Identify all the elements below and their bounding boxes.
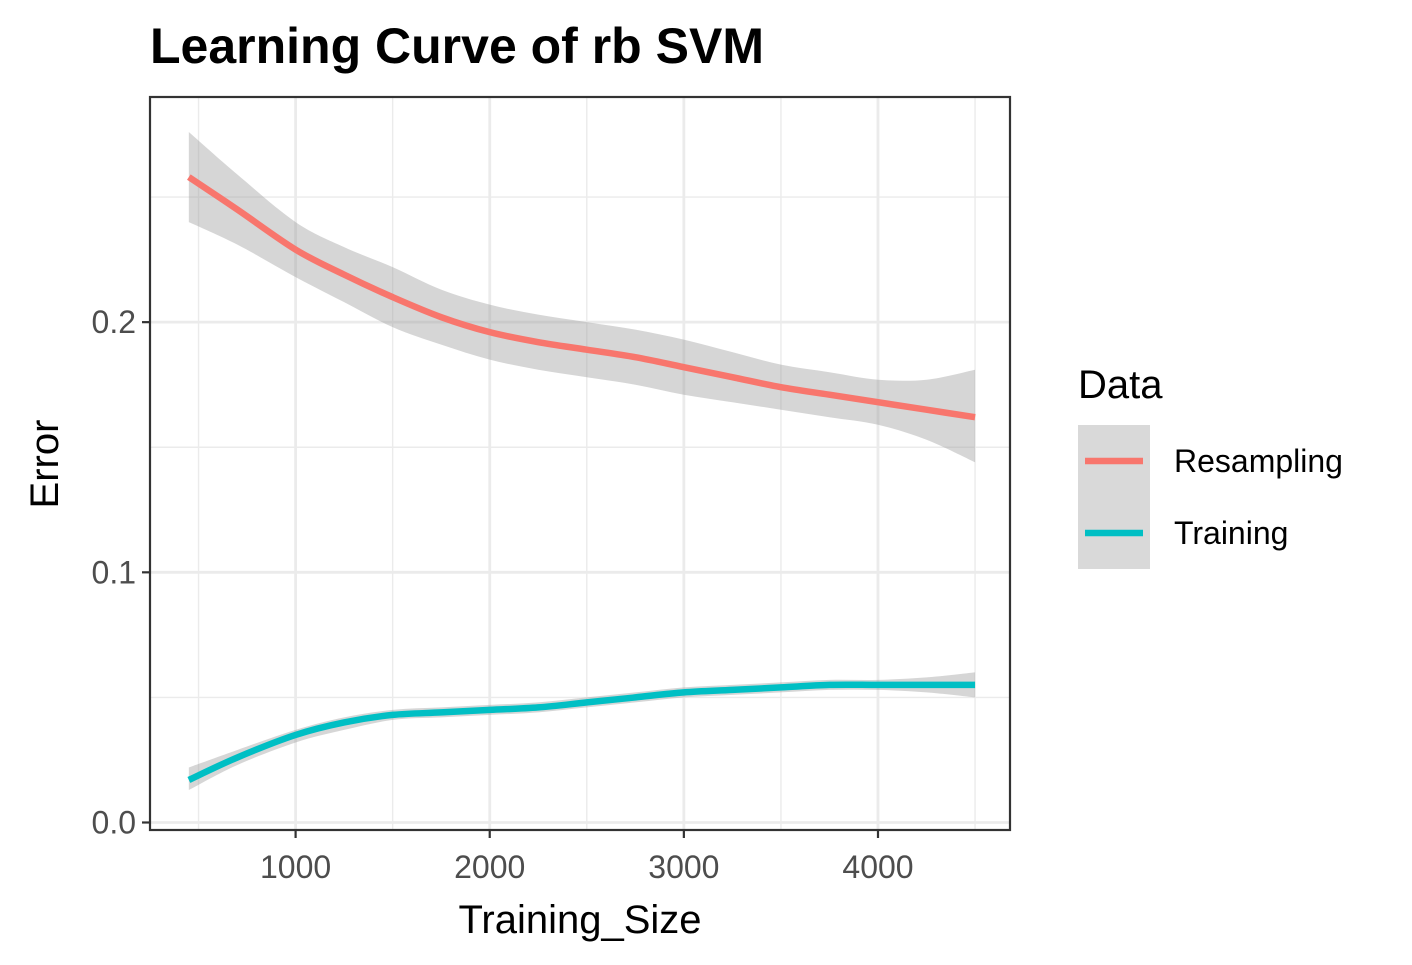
y-tick-label: 0.2 xyxy=(92,304,136,340)
y-tick-label: 0.1 xyxy=(92,554,136,590)
legend-label-training: Training xyxy=(1174,515,1288,551)
y-axis-ticks: 0.0 0.1 0.2 xyxy=(92,304,150,840)
y-axis-title: Error xyxy=(23,420,67,509)
legend: Data Resampling Training xyxy=(1078,363,1343,569)
legend-title: Data xyxy=(1078,363,1163,407)
confidence-ribbon-resampling xyxy=(188,132,976,463)
legend-entries: Resampling Training xyxy=(1078,425,1343,569)
series-lines xyxy=(187,174,976,783)
chart-title: Learning Curve of rb SVM xyxy=(150,18,764,74)
x-tick-label: 1000 xyxy=(260,849,331,885)
x-tick-label: 3000 xyxy=(648,849,719,885)
series-line-training xyxy=(187,681,976,783)
x-axis-ticks: 1000 2000 3000 4000 xyxy=(260,830,914,885)
x-tick-label: 2000 xyxy=(454,849,525,885)
y-tick-label: 0.0 xyxy=(92,804,136,840)
plot-panel xyxy=(150,97,1010,830)
series-line-resampling xyxy=(187,174,976,421)
x-axis-title: Training_Size xyxy=(458,898,701,942)
legend-label-resampling: Resampling xyxy=(1174,443,1343,479)
x-tick-label: 4000 xyxy=(842,849,913,885)
plot-panel-border xyxy=(148,95,1012,832)
minor-gridlines xyxy=(150,97,1010,830)
